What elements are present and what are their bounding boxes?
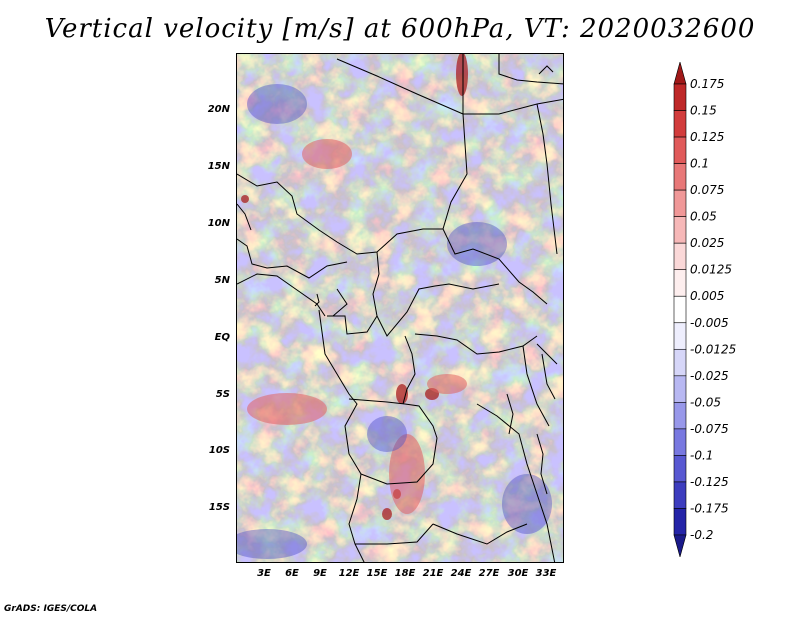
lat-tick-label: 10N xyxy=(207,218,230,229)
colorbar-segment xyxy=(673,189,687,217)
colorbar-level-label: 0.075 xyxy=(690,183,724,197)
colorbar-segment xyxy=(673,62,687,85)
lat-tick-label: 20N xyxy=(207,104,230,115)
colorbar-segment xyxy=(673,295,687,324)
colorbar-level-label: 0.005 xyxy=(690,289,724,303)
colorbar-segment xyxy=(673,83,687,111)
colorbar-segment xyxy=(673,481,687,509)
colorbar-level-label: -0.075 xyxy=(690,422,729,436)
lon-tick-label: 21E xyxy=(422,568,444,579)
lon-tick-label: 9E xyxy=(313,568,327,579)
colorbar-segment xyxy=(673,216,687,244)
colorbar: 0.175 0.15 0.125 0.1 0.075 0.05 0.025 0.0125 0.0… xyxy=(673,62,736,557)
colorbar-level-label: 0.0125 xyxy=(690,263,732,277)
colorbar-segment xyxy=(673,428,687,456)
lon-tick-label: 33E xyxy=(535,568,557,579)
colorbar-level-label: 0.175 xyxy=(690,77,724,91)
lon-tick-label: 6E xyxy=(285,568,299,579)
colorbar-level-label: 0.1 xyxy=(690,157,709,171)
colorbar-level-label: -0.175 xyxy=(690,501,729,515)
chart-title: Vertical velocity [m/s] at 600hPa, VT: 2… xyxy=(44,14,756,44)
lat-tick-label: 5S xyxy=(215,389,230,400)
colorbar-level-label: 0.125 xyxy=(690,130,724,144)
colorbar-level-label: -0.05 xyxy=(690,395,721,409)
vertical-velocity-field xyxy=(237,54,563,562)
colorbar-segment xyxy=(673,455,687,483)
lat-tick-label: 15S xyxy=(208,502,230,513)
colorbar-segment xyxy=(673,242,687,271)
colorbar-level-label: -0.1 xyxy=(690,448,713,462)
colorbar-segment xyxy=(673,402,687,430)
colorbar-segment xyxy=(673,322,687,350)
colorbar-level-label: -0.2 xyxy=(690,528,713,542)
lon-tick-label: 3E xyxy=(257,568,271,579)
colorbar-segment xyxy=(673,163,687,191)
colorbar-level-label: -0.025 xyxy=(690,369,729,383)
colorbar-level-label: 0.15 xyxy=(690,104,717,118)
colorbar-segment xyxy=(673,508,687,536)
lon-tick-label: 15E xyxy=(366,568,388,579)
colorbar-segment xyxy=(673,348,687,377)
colorbar-level-label: 0.05 xyxy=(690,210,717,224)
lat-tick-label: EQ xyxy=(214,332,230,343)
colorbar-level-label: 0.025 xyxy=(690,236,724,250)
colorbar-segment xyxy=(673,110,687,138)
colorbar-level-label: -0.0125 xyxy=(690,342,736,356)
lon-tick-label: 27E xyxy=(478,568,500,579)
lat-tick-label: 5N xyxy=(214,275,230,286)
lon-tick-label: 12E xyxy=(338,568,360,579)
lon-tick-label: 30E xyxy=(507,568,529,579)
colorbar-segment xyxy=(673,375,687,403)
lon-tick-label: 24E xyxy=(450,568,472,579)
grads-credit: GrADS: IGES/COLA xyxy=(4,604,98,614)
lat-tick-label: 10S xyxy=(208,445,230,456)
map-panel xyxy=(236,53,564,563)
colorbar-level-label: -0.125 xyxy=(690,475,729,489)
colorbar-segment xyxy=(673,269,687,297)
lon-tick-label: 18E xyxy=(394,568,416,579)
colorbar-segment xyxy=(673,534,687,557)
colorbar-level-label: -0.005 xyxy=(690,316,729,330)
lat-tick-label: 15N xyxy=(207,161,230,172)
colorbar-segment xyxy=(673,136,687,164)
